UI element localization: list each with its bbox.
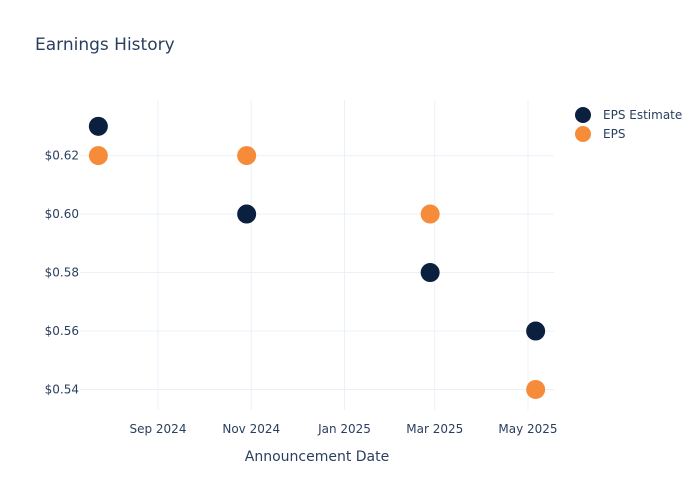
- x-axis-title: Announcement Date: [245, 449, 389, 465]
- legend-marker-eps: [575, 126, 591, 142]
- y-tick-label: $0.56: [45, 324, 79, 338]
- x-tick-label: Mar 2025: [406, 422, 463, 436]
- eps-estimate-point: [88, 116, 108, 136]
- y-axis-ticks: $0.54 $0.56 $0.58 $0.60 $0.62: [45, 149, 79, 397]
- eps-estimate-point: [420, 263, 440, 283]
- x-tick-label: Nov 2024: [222, 422, 280, 436]
- grid-layer: [80, 100, 554, 410]
- eps-point: [237, 146, 257, 166]
- y-tick-label: $0.54: [45, 383, 79, 397]
- eps-point: [420, 204, 440, 224]
- eps-point: [88, 146, 108, 166]
- points-layer: [88, 116, 546, 400]
- legend-label-eps-estimate: EPS Estimate: [603, 108, 682, 122]
- chart-title: Earnings History: [35, 35, 175, 55]
- y-tick-label: $0.62: [45, 149, 79, 163]
- eps-estimate-point: [237, 204, 257, 224]
- eps-estimate-point: [526, 321, 546, 341]
- legend-label-eps: EPS: [603, 127, 625, 141]
- x-tick-label: Jan 2025: [317, 422, 371, 436]
- legend-marker-eps-estimate: [575, 107, 591, 123]
- y-tick-label: $0.58: [45, 266, 79, 280]
- eps-point: [526, 380, 546, 400]
- legend: EPS Estimate EPS: [575, 107, 682, 142]
- x-tick-label: May 2025: [498, 422, 557, 436]
- y-tick-label: $0.60: [45, 207, 79, 221]
- x-tick-label: Sep 2024: [129, 422, 186, 436]
- x-axis-ticks: Sep 2024 Nov 2024 Jan 2025 Mar 2025 May 2025: [129, 422, 557, 436]
